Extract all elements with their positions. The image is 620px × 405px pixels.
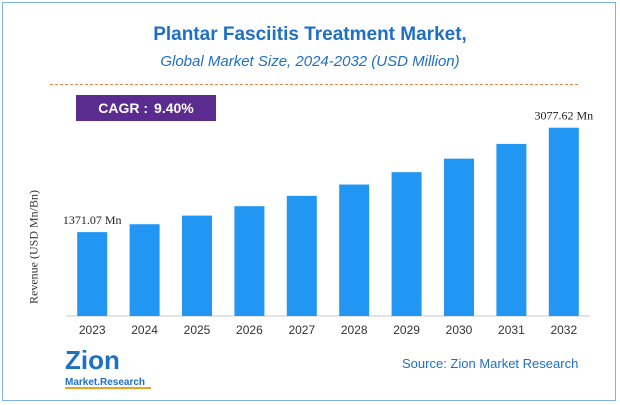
bar-2025 — [182, 215, 212, 316]
bar-2024 — [129, 224, 160, 316]
x-tick-label: 2024 — [131, 323, 158, 337]
chart-subtitle: Global Market Size, 2024-2032 (USD Milli… — [160, 53, 460, 70]
data-label: 3077.62 Mn — [534, 109, 593, 123]
source-note: Source: Zion Market Research — [402, 356, 579, 371]
bar-2032 — [548, 127, 579, 316]
cagr-label: CAGR : — [98, 100, 149, 116]
cagr-value: 9.40% — [154, 100, 194, 116]
zion-logo: Zion Market.Research — [65, 345, 151, 389]
chart-title: Plantar Fasciitis Treatment Market, — [153, 24, 467, 45]
bar-2026 — [234, 206, 265, 316]
logo-subline: Market.Research — [65, 377, 145, 388]
x-tick-label: 2031 — [498, 323, 525, 337]
x-tick-label: 2023 — [79, 323, 106, 337]
bar-2029 — [391, 172, 422, 316]
bar-2030 — [444, 158, 474, 316]
data-label: 1371.07 Mn — [63, 213, 122, 227]
x-tick-label: 2030 — [446, 323, 473, 337]
x-tick-label: 2026 — [236, 323, 263, 337]
x-tick-label: 2028 — [341, 323, 368, 337]
bar-2031 — [496, 143, 527, 316]
x-tick-label: 2025 — [184, 323, 211, 337]
bar-2028 — [339, 184, 370, 316]
logo-word: Zion — [65, 345, 120, 375]
x-tick-label: 2029 — [393, 323, 420, 337]
bar-2023 — [77, 232, 108, 316]
x-tick-label: 2027 — [288, 323, 315, 337]
x-tick-label: 2032 — [550, 323, 577, 337]
cagr-badge: CAGR : 9.40% — [76, 95, 216, 121]
title-divider — [50, 84, 578, 85]
bar-2027 — [286, 195, 317, 316]
